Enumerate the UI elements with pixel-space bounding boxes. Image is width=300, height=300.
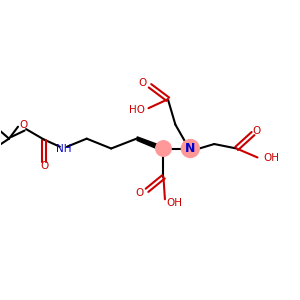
Text: OH: OH <box>167 198 182 208</box>
Circle shape <box>182 140 199 158</box>
Text: OH: OH <box>263 153 280 163</box>
Text: HO: HO <box>129 105 145 115</box>
Text: O: O <box>20 120 28 130</box>
Text: N: N <box>185 142 196 155</box>
Text: O: O <box>139 78 147 88</box>
Text: O: O <box>40 161 49 171</box>
Text: NH: NH <box>56 143 71 154</box>
Circle shape <box>156 141 171 156</box>
Polygon shape <box>137 137 162 151</box>
Text: O: O <box>135 188 143 198</box>
Text: O: O <box>252 126 260 136</box>
